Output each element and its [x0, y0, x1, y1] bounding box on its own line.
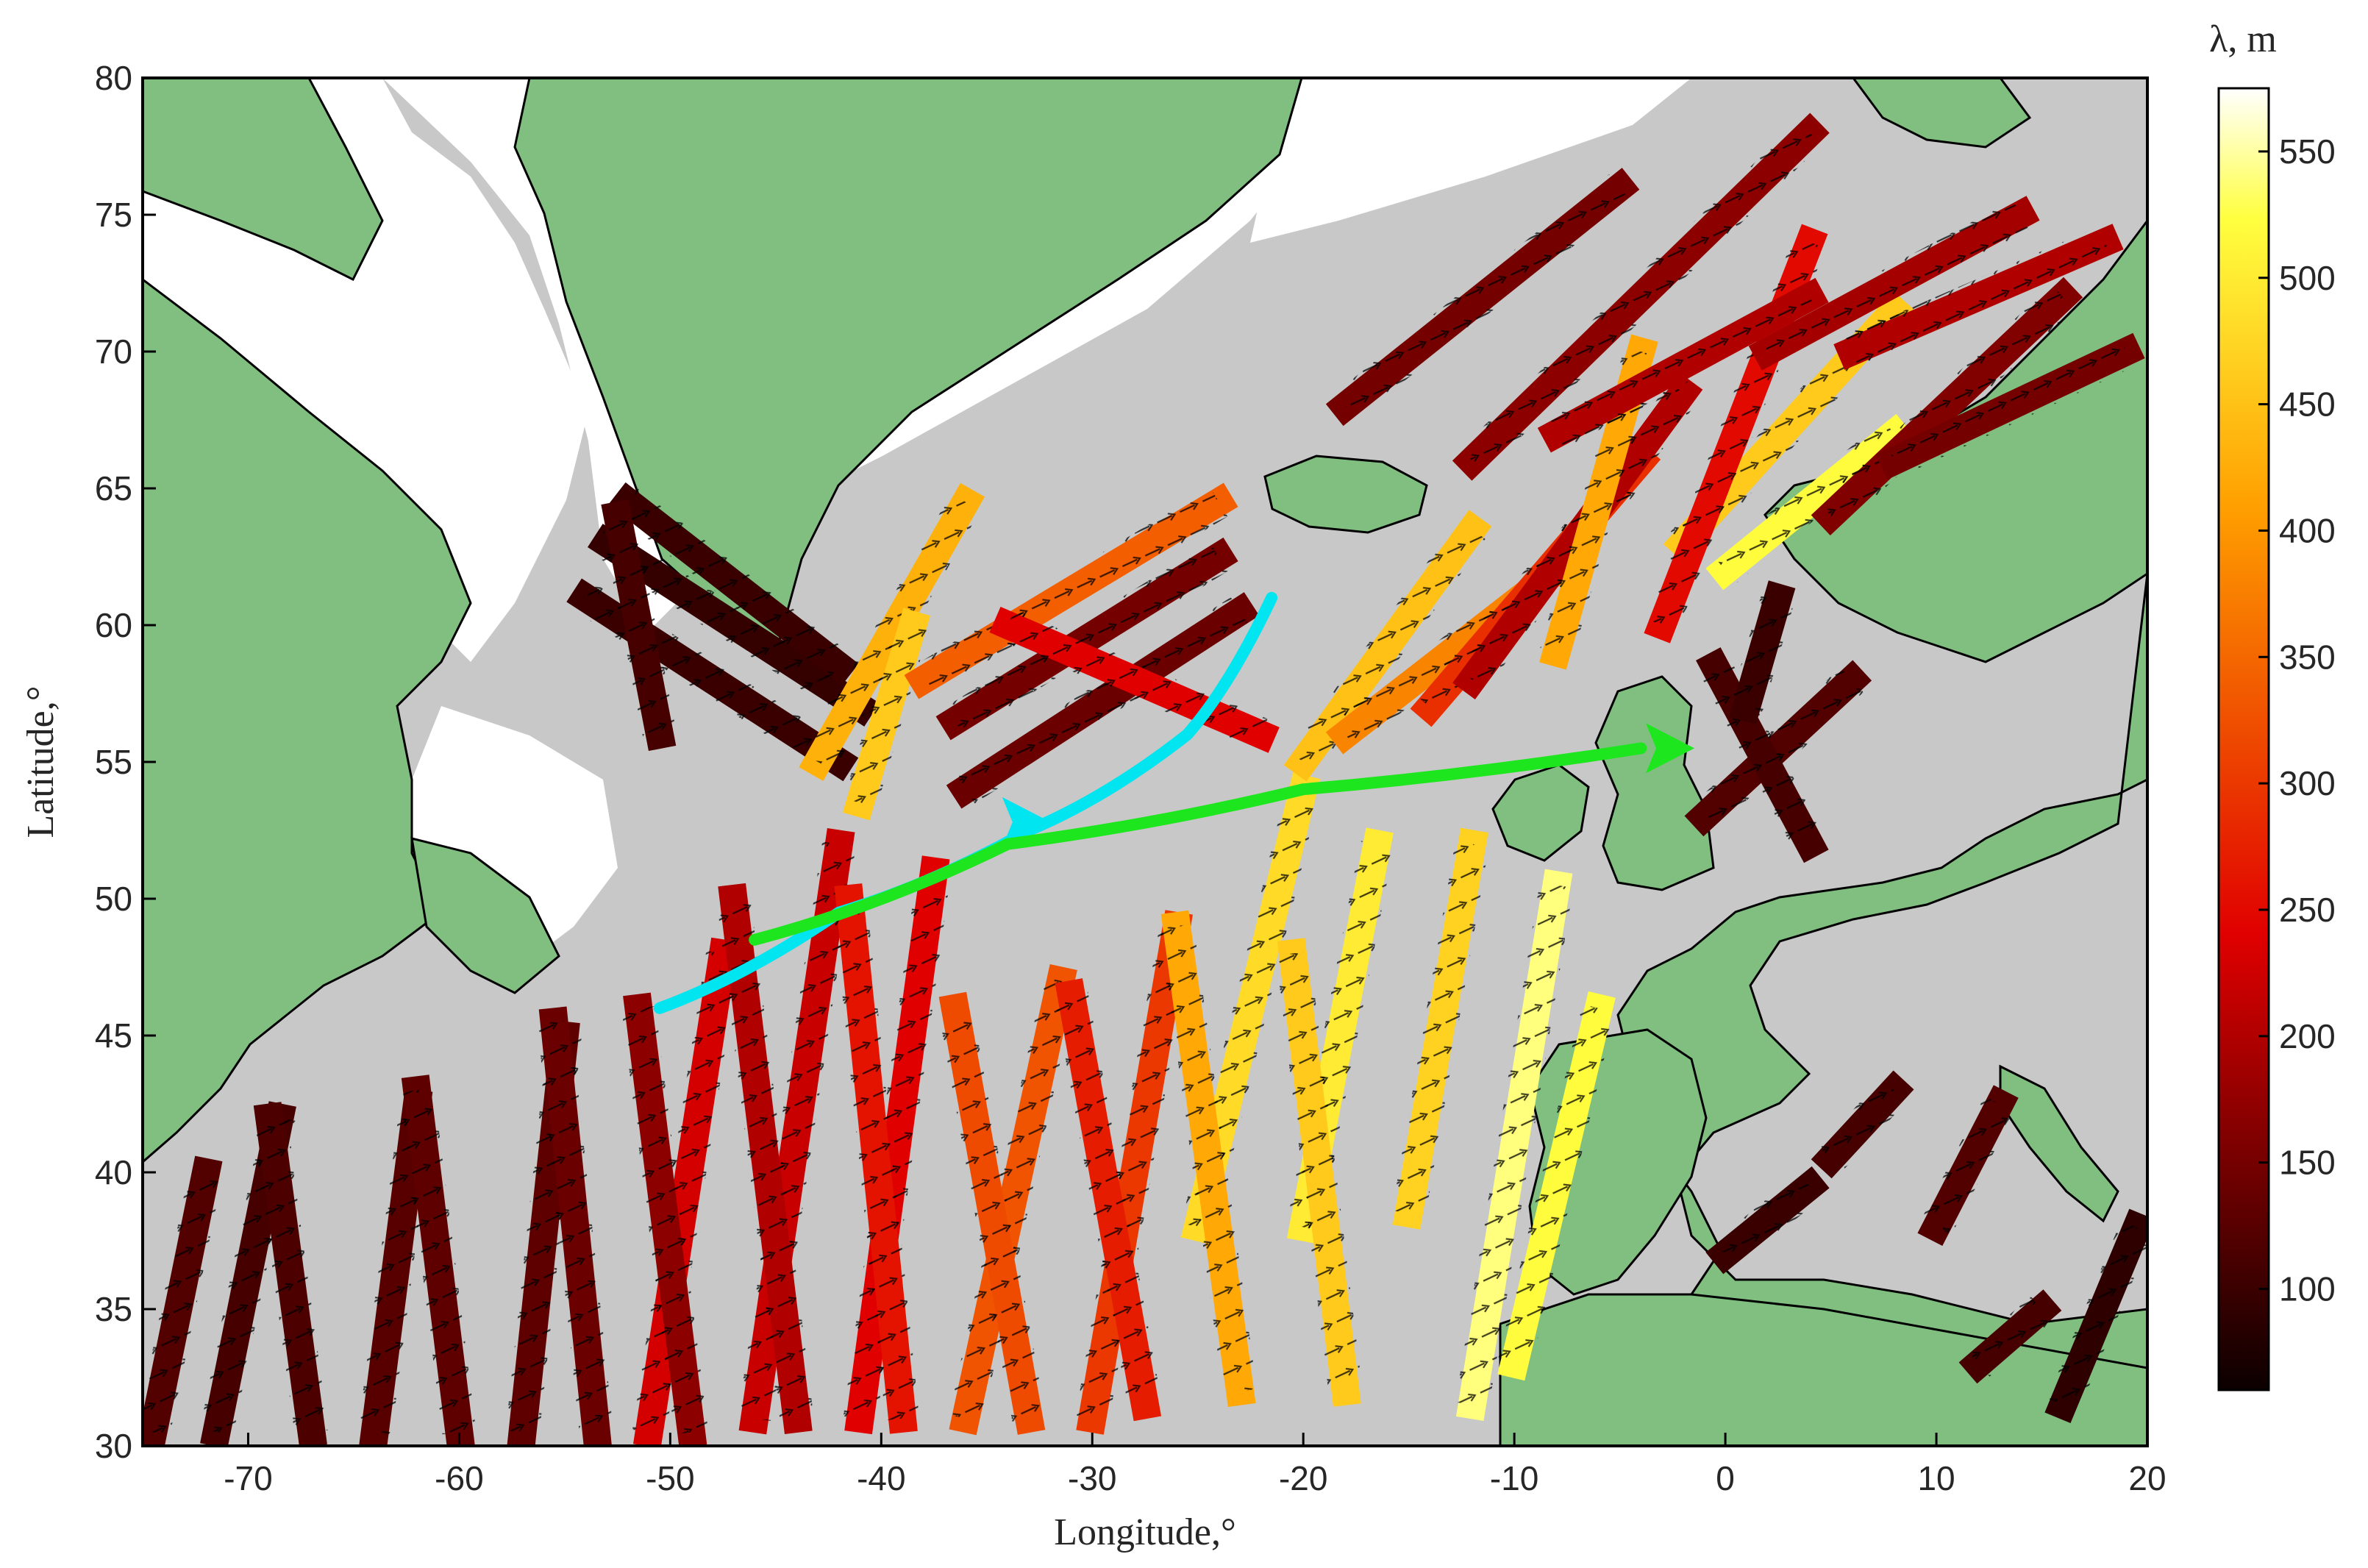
wave-direction-arrows-16: [1054, 991, 1162, 1408]
wave-direction-arrows-21: [1392, 841, 1489, 1216]
north-america-land: [143, 278, 472, 1163]
y-axis-ticks: 30 35 40 45 50 55 60 65 70 75 80: [95, 59, 156, 1465]
colorbar-tick-label: 550: [2279, 132, 2336, 171]
wave-direction-arrows-43: [1460, 120, 1822, 474]
wave-direction-arrows-29: [844, 620, 930, 808]
ship-route-arrowhead-1: [1646, 723, 1695, 774]
wave-direction-arrows-34: [1289, 519, 1486, 772]
wave-direction-arrows-8: [621, 1005, 708, 1435]
x-tick-label: -30: [1068, 1459, 1116, 1497]
y-tick-label: 75: [95, 196, 132, 234]
colorbar-gradient: [2217, 87, 2270, 1391]
ireland-land: [1491, 763, 1590, 862]
iceland-land: [1263, 455, 1428, 534]
x-tick-label: -40: [857, 1459, 905, 1497]
wave-direction-arrows-50: [1700, 658, 1825, 852]
wave-direction-arrows-42: [1759, 199, 2029, 367]
colorbar-tick-label: 150: [2279, 1144, 2336, 1182]
x-tick-label: 0: [1716, 1459, 1735, 1497]
colorbar-tick-label: 400: [2279, 511, 2336, 549]
wave-direction-arrows-25: [597, 529, 870, 721]
colorbar-tick-label: 350: [2279, 638, 2336, 676]
x-tick-label: -70: [224, 1459, 272, 1497]
colorbar-title: λ, m: [2209, 18, 2277, 60]
x-axis-ticks: -70 -60 -50 -40 -30 -20 -10 0 10 20: [224, 1433, 2166, 1497]
y-tick-label: 55: [95, 743, 132, 781]
y-tick-label: 35: [95, 1290, 132, 1328]
colorbar-tick-label: 300: [2279, 764, 2336, 802]
wave-direction-arrows-7: [632, 950, 740, 1435]
wave-tracks: [143, 113, 2147, 1446]
x-tick-label: -10: [1490, 1459, 1538, 1497]
wave-direction-arrows-32: [956, 597, 1249, 804]
wave-direction-arrows-44: [1548, 282, 1818, 449]
wave-direction-arrows-54: [2047, 1220, 2147, 1412]
x-axis-title: Longitude,°: [1054, 1511, 1236, 1553]
wave-direction-arrows-31: [946, 542, 1228, 735]
wave-direction-arrows-49: [1692, 667, 1864, 830]
map-plot-area: [143, 78, 2147, 1446]
y-tick-label: 45: [95, 1016, 132, 1055]
great-britain-land: [1594, 675, 1715, 891]
wave-direction-arrows-51: [1730, 593, 1794, 712]
x-tick-label: 20: [2128, 1459, 2166, 1497]
colorbar-tick-label: 100: [2279, 1270, 2336, 1308]
wave-direction-arrows-6: [537, 1020, 613, 1434]
wave-direction-arrows-48: [1335, 174, 1630, 420]
colorbar-tick-label: 500: [2279, 259, 2336, 297]
wave-direction-arrows-52: [1818, 1078, 1907, 1171]
y-axis-title: Latitude,°: [20, 685, 62, 838]
y-tick-label: 60: [95, 606, 132, 644]
wave-direction-arrows-22: [1455, 882, 1574, 1408]
wave-direction-arrows-47: [1886, 336, 2134, 477]
greenland-land: [513, 78, 1303, 642]
colorbar-tick-label: 450: [2279, 385, 2336, 424]
wave-direction-arrows-27: [601, 512, 677, 738]
wave-direction-arrows-2: [252, 1115, 329, 1435]
wave-direction-arrows-15: [1075, 923, 1194, 1422]
colorbar-tick-label: 250: [2279, 891, 2336, 929]
y-tick-label: 65: [95, 469, 132, 507]
wave-direction-arrows-30: [914, 487, 1228, 695]
colorbar-tick-label: 200: [2279, 1017, 2336, 1055]
wave-direction-arrows-56: [1714, 1172, 1821, 1268]
baffin-land: [143, 78, 384, 282]
wave-direction-arrows-53: [1921, 1096, 2015, 1235]
wave-direction-arrows-11: [843, 869, 951, 1421]
colorbar: λ, m 100 150 200 250 300 350 400 450 500 550: [2209, 18, 2336, 1391]
wave-direction-arrows-20: [1276, 951, 1363, 1394]
svalbard-land: [1852, 78, 2032, 149]
x-tick-label: -20: [1279, 1459, 1327, 1497]
wave-direction-arrows-18: [1160, 924, 1257, 1394]
ship-route-1: [749, 742, 1647, 946]
wave-direction-arrows-46: [1845, 227, 2112, 368]
wave-direction-arrows-33: [1001, 609, 1268, 750]
y-tick-label: 50: [95, 880, 132, 918]
ship-route-arrowhead-0: [1002, 797, 1051, 847]
y-tick-label: 80: [95, 59, 132, 97]
y-tick-label: 70: [95, 332, 132, 371]
y-tick-label: 30: [95, 1427, 132, 1465]
wave-direction-arrows-26: [617, 488, 850, 680]
labrador-newfoundland-land: [410, 836, 560, 994]
y-tick-label: 40: [95, 1153, 132, 1191]
x-tick-label: 10: [1917, 1459, 1955, 1497]
wave-direction-arrows-23: [1497, 1004, 1616, 1368]
wave-direction-arrows-0: [143, 1169, 223, 1436]
wave-direction-arrows-45: [1819, 284, 2075, 528]
wave-direction-arrows-10: [716, 897, 814, 1421]
wave-direction-arrows-28: [803, 493, 981, 771]
x-tick-label: -60: [435, 1459, 483, 1497]
wave-direction-arrows-13: [949, 977, 1077, 1422]
wave-direction-arrows-41: [1714, 420, 1905, 584]
wave-direction-arrows-4: [400, 1088, 477, 1435]
ship-routes: [654, 591, 1695, 1014]
wave-direction-arrows-14: [938, 1005, 1046, 1422]
colorbar-ticks: 100 150 200 250 300 350 400 450 500 550: [2258, 132, 2336, 1308]
wave-direction-arrows-55: [1967, 1296, 2053, 1377]
x-tick-label: -50: [646, 1459, 694, 1497]
wave-direction-arrows-12: [832, 897, 919, 1421]
